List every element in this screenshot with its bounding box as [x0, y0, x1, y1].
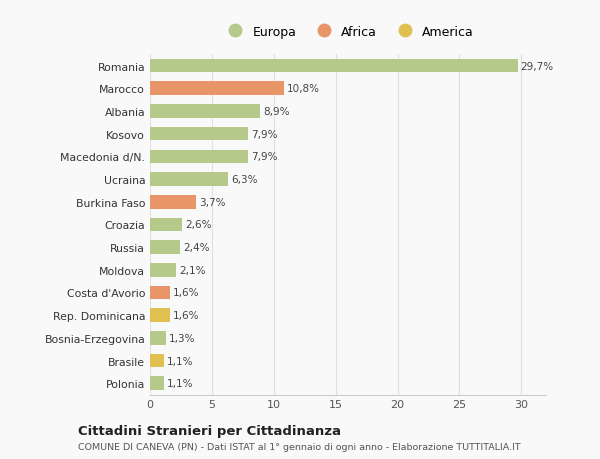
- Text: COMUNE DI CANEVA (PN) - Dati ISTAT al 1° gennaio di ogni anno - Elaborazione TUT: COMUNE DI CANEVA (PN) - Dati ISTAT al 1°…: [78, 442, 521, 451]
- Text: 1,3%: 1,3%: [169, 333, 196, 343]
- Bar: [150, 82, 284, 96]
- Text: Cittadini Stranieri per Cittadinanza: Cittadini Stranieri per Cittadinanza: [78, 424, 341, 437]
- Bar: [150, 286, 170, 300]
- Text: 1,6%: 1,6%: [173, 288, 199, 298]
- Text: 7,9%: 7,9%: [251, 152, 277, 162]
- Text: 7,9%: 7,9%: [251, 129, 277, 140]
- Bar: [150, 105, 260, 118]
- Bar: [150, 60, 518, 73]
- Text: 10,8%: 10,8%: [287, 84, 320, 94]
- Legend: Europa, Africa, America: Europa, Africa, America: [217, 21, 479, 44]
- Bar: [150, 241, 180, 254]
- Text: 1,6%: 1,6%: [173, 310, 199, 320]
- Text: 1,1%: 1,1%: [167, 378, 193, 388]
- Text: 6,3%: 6,3%: [231, 174, 257, 185]
- Bar: [150, 218, 182, 232]
- Text: 29,7%: 29,7%: [521, 62, 554, 72]
- Bar: [150, 263, 176, 277]
- Bar: [150, 150, 248, 164]
- Bar: [150, 309, 170, 322]
- Bar: [150, 354, 164, 368]
- Bar: [150, 377, 164, 390]
- Text: 2,6%: 2,6%: [185, 220, 212, 230]
- Text: 2,4%: 2,4%: [183, 242, 209, 252]
- Text: 8,9%: 8,9%: [263, 106, 290, 117]
- Bar: [150, 196, 196, 209]
- Bar: [150, 173, 228, 186]
- Bar: [150, 128, 248, 141]
- Text: 2,1%: 2,1%: [179, 265, 206, 275]
- Bar: [150, 331, 166, 345]
- Text: 1,1%: 1,1%: [167, 356, 193, 366]
- Text: 3,7%: 3,7%: [199, 197, 226, 207]
